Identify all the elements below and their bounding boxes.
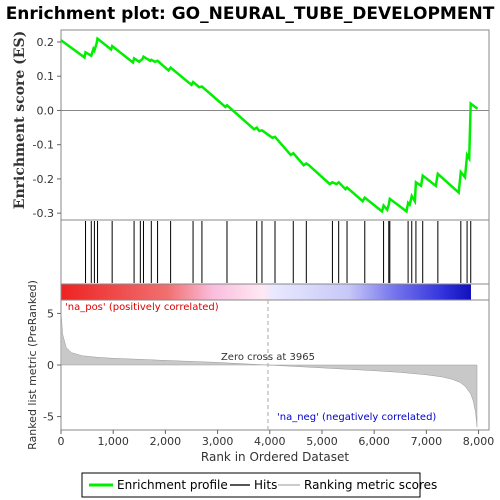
es-y-axis-label: Enrichment score (ES) [12,31,28,209]
x-tick-label: 4,000 [254,435,286,448]
enrichment-profile-line [60,36,479,214]
x-tick-label: 5,000 [306,435,338,448]
es-panel-frame [60,29,490,221]
ranking-color-bar [61,284,471,300]
es-y-tick-label: 0.0 [37,104,55,117]
es-panel: -0.3 -0.2 -0.1 0.0 0.1 0.2 Enrichment score (… [12,29,490,221]
ranking-metric-area [60,311,478,427]
legend-metric-label: Ranking metric scores [304,478,437,492]
legend-box [81,472,421,498]
metric-y-tick-label: -5 [43,411,54,424]
es-y-tick-label: -0.1 [33,139,54,152]
pos-correlated-label: 'na_pos' (positively correlated) [65,302,219,313]
neg-correlated-label: 'na_neg' (negatively correlated) [277,412,436,423]
x-tick-label: 3,000 [202,435,234,448]
x-tick-label: 2,000 [150,435,182,448]
x-axis-label: Rank in Ordered Dataset [201,450,349,464]
hit-lines [85,221,472,283]
es-y-tick-label: 0.1 [37,70,55,83]
metric-y-tick-label: 0 [47,359,54,372]
x-tick-label: 7,000 [411,435,443,448]
x-tick-label: 1,000 [97,435,129,448]
es-y-axis: -0.3 -0.2 -0.1 0.0 0.1 0.2 [33,36,61,220]
metric-x-axis: 0 1,000 2,000 3,000 4,000 5,000 6,000 7,000 8,00… [58,430,495,448]
metric-y-axis: -5 0 5 [43,307,61,424]
legend: Enrichment profile Hits Ranking metric s… [81,472,437,498]
es-y-tick-label: -0.2 [33,173,54,186]
metric-y-axis-label: Ranked list metric (PreRanked) [26,280,39,450]
chart-title: Enrichment plot: GO_NEURAL_TUBE_DEVELOPM… [6,4,495,24]
x-tick-label: 6,000 [358,435,390,448]
x-tick-label: 0 [58,435,65,448]
hits-panel [60,219,490,285]
zero-cross-label: Zero cross at 3965 [221,352,315,363]
es-y-tick-label: 0.2 [37,36,55,49]
legend-enrichment-label: Enrichment profile [117,478,228,492]
es-y-tick-label: -0.3 [33,207,54,220]
metric-panel: Zero cross at 3965 'na_pos' (positively … [26,280,494,464]
metric-y-tick-label: 5 [47,307,54,320]
x-tick-label: 8,000 [463,435,495,448]
legend-hits-label: Hits [254,478,277,492]
